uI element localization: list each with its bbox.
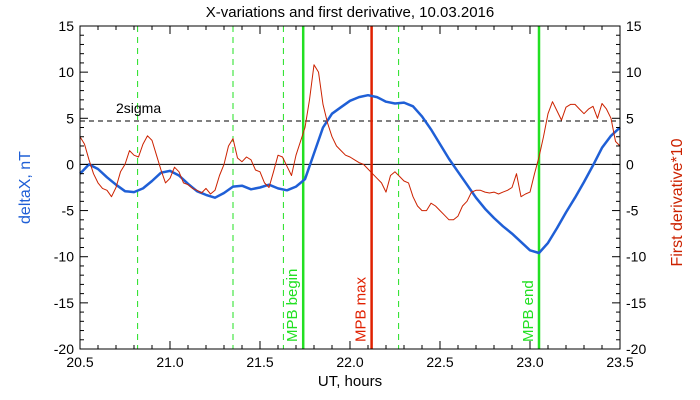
marker-mpb-max-label: MPB max <box>353 276 370 342</box>
y-tick-label-right: -10 <box>626 249 646 265</box>
x-tick-label: 21.5 <box>246 354 273 370</box>
x-tick-label: 23.0 <box>516 354 543 370</box>
marker-mpb-end-label: MPB end <box>520 280 537 342</box>
marker-mpb-begin-label: MPB begin <box>284 269 301 342</box>
series-line-deltax <box>79 93 621 255</box>
y-tick-label-right: 10 <box>626 64 642 80</box>
y-tick-label: -15 <box>54 295 74 311</box>
y-tick-label-right: 15 <box>626 18 642 34</box>
x-tick-label: 22.5 <box>426 354 453 370</box>
x-axis-label: UT, hours <box>318 373 382 390</box>
y-tick-label-right: -15 <box>626 295 646 311</box>
x-tick-label: 20.5 <box>66 354 93 370</box>
x-tick-label: 22.0 <box>336 354 363 370</box>
y-tick-label-right: -5 <box>626 203 639 219</box>
chart-title: X-variations and first derivative, 10.03… <box>206 4 495 21</box>
y-tick-label: -10 <box>54 249 74 265</box>
series-line-derivative <box>79 64 621 221</box>
y-tick-label-right: -20 <box>626 341 646 357</box>
reference-label-2sigma: 2sigma <box>116 100 161 116</box>
x-tick-label: 21.0 <box>156 354 183 370</box>
y-tick-label: -5 <box>62 203 75 219</box>
x-tick-label: 23.5 <box>606 354 633 370</box>
y-tick-label-right: 0 <box>626 156 634 172</box>
y-tick-label: 5 <box>66 110 74 126</box>
y-axis-label: deltaX, nT <box>17 151 34 224</box>
y-tick-label: 10 <box>58 64 74 80</box>
y-tick-label: 0 <box>66 156 74 172</box>
y-axis-label-right: First derivative*10 <box>669 138 686 266</box>
y-tick-label: 15 <box>58 18 74 34</box>
y-tick-label-right: 5 <box>626 110 634 126</box>
y-tick-label: -20 <box>54 341 74 357</box>
